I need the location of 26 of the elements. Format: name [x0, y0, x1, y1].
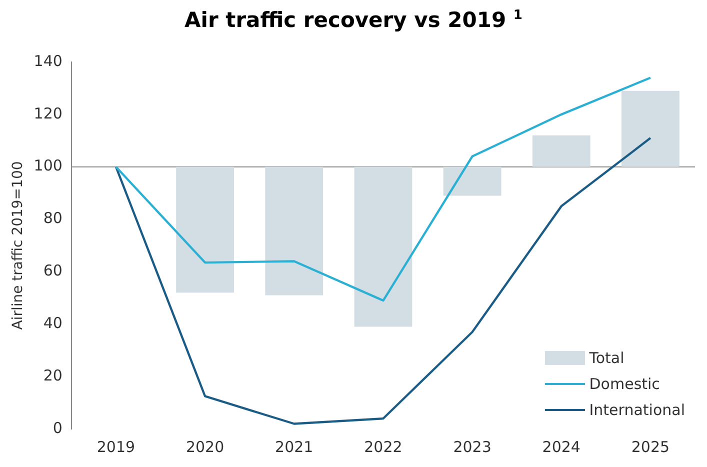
x-tick-label: 2019 — [96, 438, 136, 456]
bar — [443, 166, 502, 196]
x-tick-label: 2024 — [542, 438, 580, 456]
y-tick-label: 40 — [43, 314, 62, 332]
bar — [265, 166, 324, 296]
legend-label: Total — [589, 349, 624, 367]
bar — [622, 90, 680, 167]
bar — [532, 135, 590, 167]
x-tick-label: 2022 — [364, 438, 402, 456]
x-tick-label: 2023 — [453, 438, 492, 456]
y-axis-title: Airline traffic 2019=100 — [10, 161, 26, 330]
legend-label: Domestic — [589, 375, 660, 393]
x-tick-label: 2021 — [275, 438, 314, 456]
bar — [176, 166, 234, 293]
x-tick-label: 2025 — [631, 438, 670, 456]
chart-title: Air traffic recovery vs 2019 $^{1}$ — [184, 8, 524, 32]
legend-label: International — [589, 401, 685, 419]
y-tick-label: 80 — [43, 209, 62, 228]
y-tick-label: 120 — [34, 104, 62, 122]
bar — [354, 166, 412, 327]
y-tick-label: 60 — [43, 262, 62, 280]
y-tick-label: 100 — [34, 156, 62, 175]
y-tick-label: 140 — [34, 52, 62, 70]
y-tick-label: 20 — [43, 366, 62, 384]
x-tick-label: 2020 — [186, 438, 224, 456]
y-tick-label: 0 — [52, 418, 62, 437]
